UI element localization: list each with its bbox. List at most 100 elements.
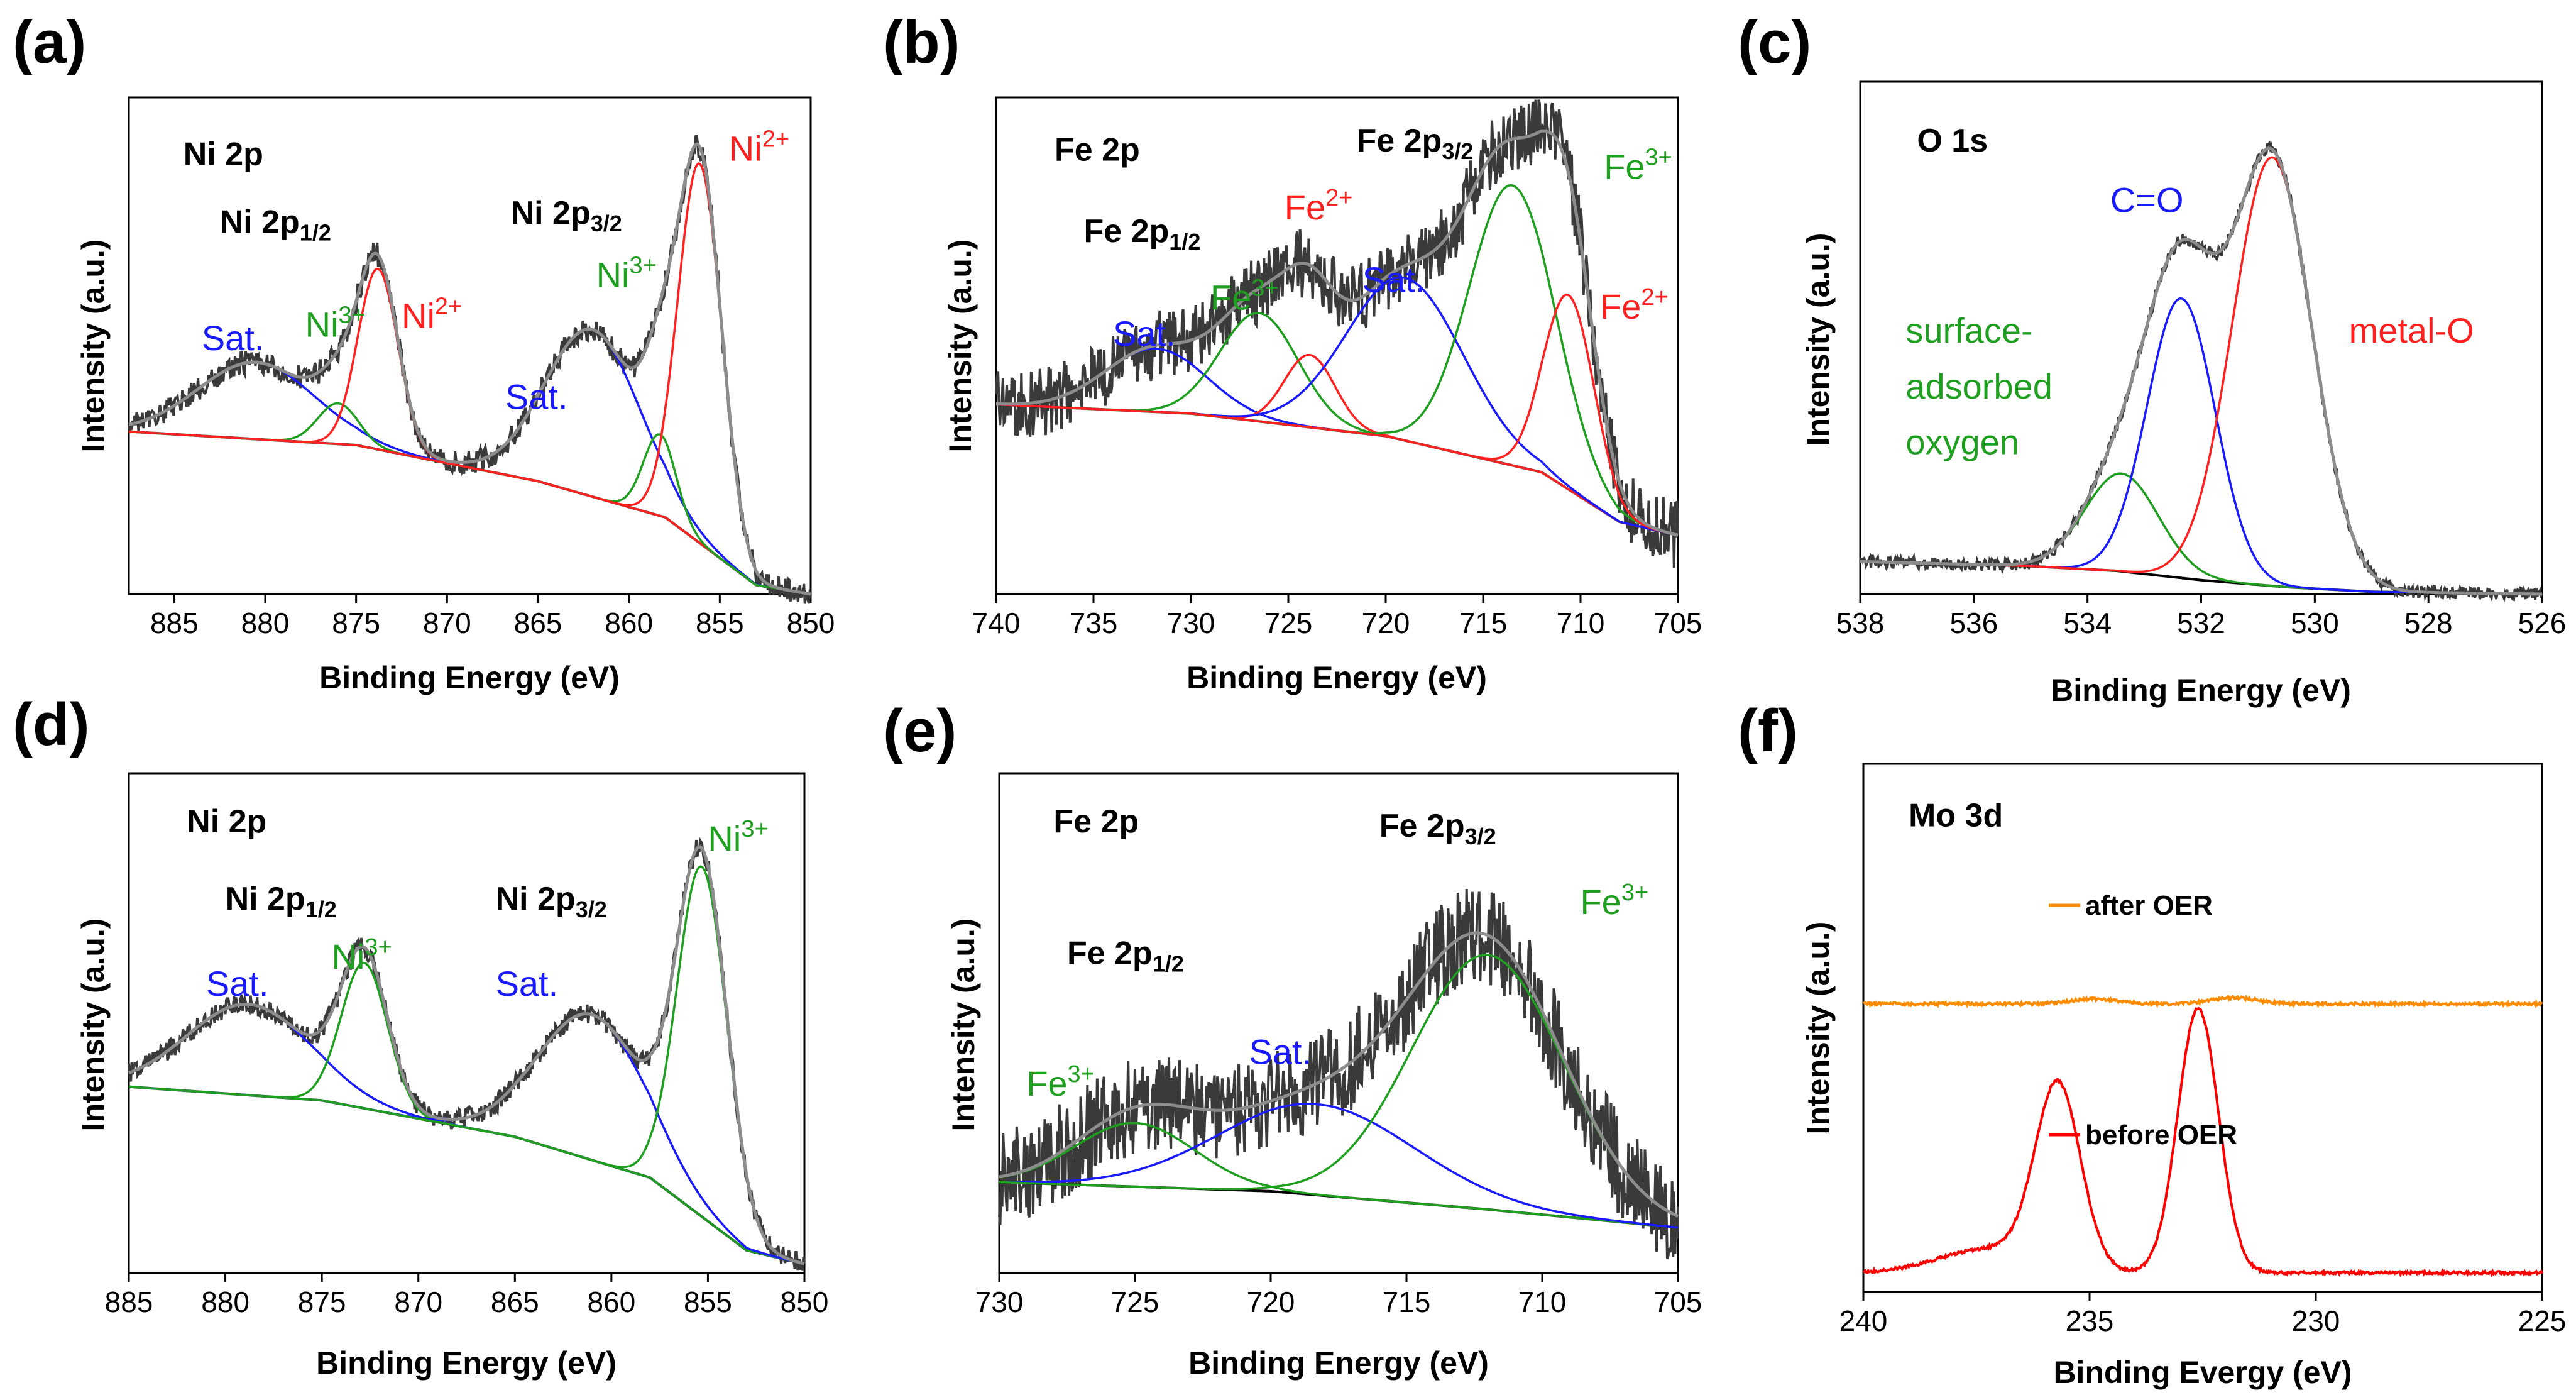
annotation-superscript: 3+ — [741, 816, 768, 842]
x-axis-title: Binding Evergy (eV) — [2053, 1355, 2352, 1390]
curves — [995, 99, 1679, 568]
annotation-label: Fe3+ — [1026, 1061, 1095, 1103]
x-ticks: 740 735 730 725 720 715 710 705 — [972, 594, 1702, 639]
annotation-superscript: 3+ — [1621, 879, 1648, 906]
curves — [128, 837, 806, 1271]
fit-envelope — [999, 931, 1679, 1218]
panel-label-f: (f) — [1738, 697, 1798, 764]
annotation-label: Sat. — [1113, 314, 1176, 353]
fit-envelope — [996, 129, 1679, 537]
annotation-label: Mo 3d — [1909, 797, 2003, 834]
annotation-label: Ni 2p — [184, 136, 263, 173]
annotation-superscript: 3+ — [1068, 1061, 1095, 1088]
x-tick-label: 850 — [781, 1286, 829, 1318]
x-axis-title: Binding Energy (eV) — [319, 660, 620, 695]
plot-frame — [128, 772, 806, 1274]
annotation-label: Sat. — [202, 318, 265, 358]
annotation-subscript: 1/2 — [1169, 229, 1200, 255]
legend-label-before: before OER — [2085, 1120, 2237, 1150]
legend-label-after: after OER — [2085, 890, 2213, 921]
x-ticks: 885 880 875 870 865 860 855 850 — [150, 594, 835, 639]
x-tick-label: 865 — [514, 607, 562, 639]
x-tick-label: 850 — [787, 607, 835, 639]
annotations: O 1s C=O surface-adsorbed oxygen metal-O — [1905, 123, 2474, 462]
x-tick-label: 725 — [1111, 1286, 1159, 1318]
x-tick-label: 720 — [1362, 607, 1410, 639]
x-tick-label: 710 — [1557, 607, 1605, 639]
x-tick-label: 534 — [2063, 607, 2112, 639]
annotation-superscript: 3+ — [339, 302, 366, 329]
raw-spectrum — [998, 888, 1679, 1260]
annotation-label: Sat. — [1362, 260, 1425, 299]
annotation-superscript: 2+ — [1641, 284, 1668, 311]
x-tick-label: 870 — [423, 607, 471, 639]
annotation-label: Sat. — [505, 377, 568, 417]
annotation-superscript: 3+ — [364, 934, 392, 961]
x-tick-label: 870 — [394, 1286, 442, 1318]
x-tick-label: 855 — [696, 607, 744, 639]
annotation-subscript: 1/2 — [300, 219, 331, 245]
annotation-subscript: 3/2 — [591, 211, 622, 236]
annotation-superscript: 2+ — [435, 293, 462, 319]
x-tick-label: 880 — [201, 1286, 249, 1318]
y-axis-title: Intensity (a.u.) — [946, 918, 981, 1132]
x-tick-label: 860 — [587, 1286, 635, 1318]
panel-label-c: (c) — [1738, 9, 1811, 76]
annotation-superscript: 3+ — [1251, 275, 1278, 302]
x-tick-label: 235 — [2066, 1304, 2114, 1337]
x-axis-title: Binding Energy (eV) — [1187, 660, 1487, 695]
annotation-label: Ni2+ — [402, 293, 462, 335]
plot-frame — [128, 96, 812, 595]
x-tick-label: 880 — [241, 607, 290, 639]
x-ticks: 885 880 875 870 865 860 855 850 — [105, 1273, 829, 1318]
x-tick-label: 875 — [332, 607, 380, 639]
fit-envelope — [1860, 146, 2542, 596]
x-tick-label: 705 — [1654, 607, 1702, 639]
annotation-subscript: 1/2 — [1153, 951, 1184, 977]
x-tick-label: 230 — [2292, 1304, 2340, 1337]
x-tick-label: 725 — [1264, 607, 1313, 639]
x-axis-title: Binding Energy (eV) — [1188, 1345, 1489, 1381]
panel-label-b: (b) — [883, 9, 960, 76]
annotation-label: adsorbed — [1905, 367, 2053, 406]
plot-frame — [995, 96, 1679, 595]
plot-frame — [998, 772, 1679, 1274]
x-tick-label: 538 — [1836, 607, 1885, 639]
fit-peak — [129, 162, 811, 595]
annotation-superscript: 2+ — [762, 126, 789, 153]
annotation-label: Sat. — [206, 964, 269, 1003]
y-axis-title: Intensity (a.u.) — [943, 240, 978, 453]
x-tick-label: 730 — [975, 1286, 1024, 1318]
annotation-label: Ni 2p — [187, 803, 266, 840]
panel-label-d: (d) — [13, 691, 90, 758]
x-tick-label: 240 — [1839, 1304, 1888, 1337]
raw-spectrum — [1859, 140, 2543, 603]
annotations: Mo 3d — [1909, 797, 2003, 834]
annotation-superscript: 3+ — [629, 253, 656, 279]
annotation-label: Sat. — [1249, 1032, 1312, 1072]
fit-envelope — [128, 845, 805, 1265]
annotation-label: oxygen — [1905, 422, 2019, 462]
x-tick-label: 885 — [150, 607, 199, 639]
x-tick-label: 705 — [1654, 1286, 1702, 1318]
annotation-label: Sat. — [496, 964, 559, 1003]
curves — [1862, 994, 2543, 1278]
annotation-superscript: 2+ — [1325, 185, 1352, 211]
fit-peak — [996, 294, 1679, 537]
y-axis-title: Intensity (a.u.) — [75, 918, 111, 1132]
annotation-subscript: 3/2 — [576, 896, 607, 922]
annotation-label: Fe2+ — [1285, 185, 1353, 227]
annotation-label: metal-O — [2349, 311, 2474, 350]
x-tick-label: 720 — [1247, 1286, 1295, 1318]
x-tick-label: 715 — [1383, 1286, 1431, 1318]
fit-peak — [999, 1122, 1679, 1229]
series-line-0 — [1862, 994, 2543, 1009]
annotation-label: O 1s — [1917, 123, 1988, 159]
x-ticks: 538 536 534 532 530 528 526 — [1836, 594, 2566, 639]
